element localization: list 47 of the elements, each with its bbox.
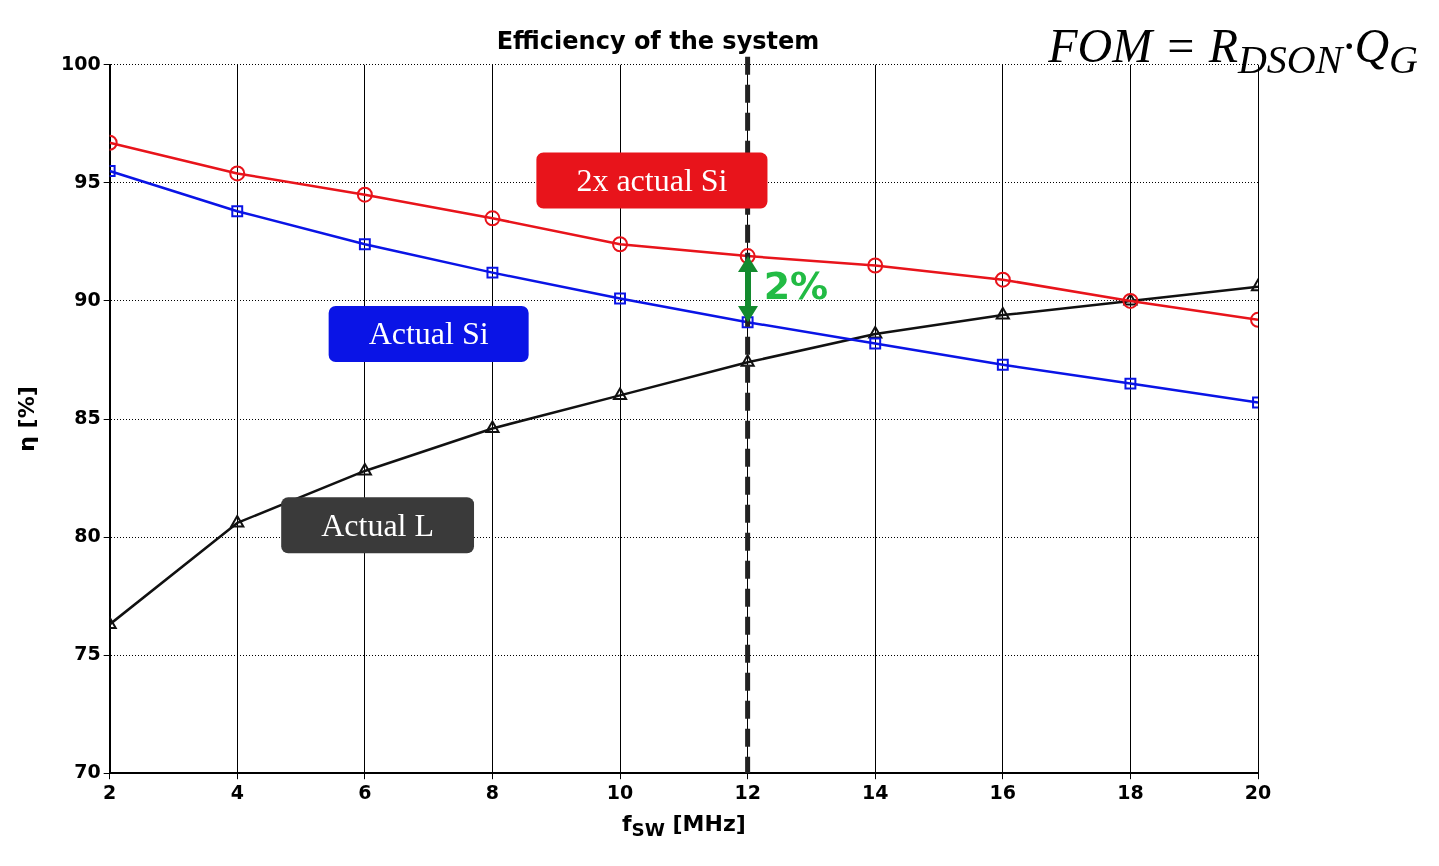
y-tick-label: 95 [74, 169, 101, 192]
y-tick-label: 75 [74, 642, 101, 665]
point [995, 307, 1010, 320]
point [612, 387, 628, 400]
point [357, 462, 372, 476]
series-label: Actual L [321, 506, 435, 543]
point [484, 210, 501, 227]
point [994, 271, 1011, 288]
point [231, 205, 244, 218]
point [614, 292, 626, 305]
point [869, 337, 882, 350]
point [230, 514, 245, 528]
point [740, 354, 755, 367]
x-tick-label: 18 [1117, 780, 1144, 803]
x-tick-label: 14 [861, 780, 889, 803]
point [996, 358, 1009, 371]
point [486, 266, 499, 279]
point [741, 316, 754, 329]
y-tick-label: 80 [74, 524, 101, 546]
x-tick-label: 16 [989, 780, 1017, 803]
point [868, 325, 883, 339]
x-tick-label: 20 [1244, 780, 1272, 803]
y-tick-label: 100 [60, 51, 101, 74]
point [739, 248, 756, 265]
y-tick-label: 90 [74, 287, 101, 310]
annotation: 2% [763, 264, 829, 308]
point [358, 238, 371, 251]
x-tick-label: 12 [734, 780, 761, 803]
y-tick-label: 85 [74, 405, 101, 428]
y-tick-label: 70 [74, 760, 101, 783]
series-label: 2x actual Si [576, 161, 728, 198]
point [612, 236, 629, 253]
x-axis-title: f$_{SW}$ [MHz] [621, 811, 746, 841]
point [485, 420, 500, 433]
point [356, 186, 373, 203]
x-tick-label: 4 [230, 780, 244, 803]
x-tick-label: 2 [103, 780, 117, 803]
point [1124, 377, 1137, 390]
point [867, 257, 884, 274]
annotation: FOM = R$_{DSON}$·Q$_{G}$ [1048, 18, 1418, 83]
y-axis-title: η [%] [13, 386, 39, 452]
x-tick-label: 6 [358, 780, 372, 803]
x-tick-label: 10 [606, 780, 634, 803]
series-label: Actual Si [368, 315, 489, 352]
point [229, 165, 246, 182]
x-tick-label: 8 [485, 780, 500, 803]
chart-title: Efficiency of the system [496, 26, 820, 55]
